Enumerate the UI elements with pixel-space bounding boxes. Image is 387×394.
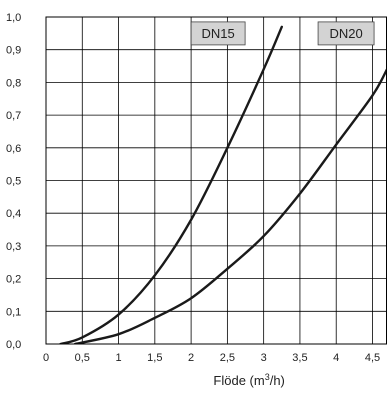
- x-tick-label: 2: [188, 352, 194, 364]
- y-tick-label: 0,1: [6, 306, 21, 318]
- y-tick-label: 1,0: [6, 12, 21, 24]
- x-tick-label: 0,5: [75, 352, 90, 364]
- y-tick-label: 0,6: [6, 143, 21, 155]
- curve-label-text: DN20: [329, 26, 362, 41]
- x-tick-label: 1,5: [147, 352, 162, 364]
- y-tick-label: 0,0: [6, 339, 21, 351]
- y-tick-label: 0,4: [6, 208, 21, 220]
- x-tick-label: 4,5: [365, 352, 380, 364]
- y-tick-label: 0,7: [6, 110, 21, 122]
- x-axis-title-main: Flöde (m: [213, 373, 264, 388]
- x-axis-title: Flöde (m3/h): [213, 372, 284, 388]
- curve-dn15: [61, 27, 282, 344]
- x-tick-label: 4: [333, 352, 339, 364]
- x-tick-label: 0: [43, 352, 49, 364]
- chart-grid: [46, 17, 387, 344]
- curve-label-dn20: DN20: [318, 22, 374, 45]
- x-axis-title-tail: /h): [270, 373, 285, 388]
- x-tick-label: 3,5: [292, 352, 307, 364]
- curve-label-text: DN15: [201, 26, 234, 41]
- x-tick-label: 2,5: [220, 352, 235, 364]
- x-tick-label: 3: [261, 352, 267, 364]
- y-tick-label: 0,2: [6, 274, 21, 286]
- y-tick-label: 0,8: [6, 77, 21, 89]
- y-tick-label: 0,5: [6, 176, 21, 188]
- y-axis-ticks: 0,0 0,1 0,2 0,3 0,4 0,5 0,6 0,7 0,8 0,9 1,0: [6, 12, 21, 351]
- curve-dn20: [75, 69, 387, 344]
- curve-label-dn15: DN15: [191, 22, 245, 45]
- curve-labels: DN15 DN20: [191, 22, 374, 45]
- x-tick-label: 1: [115, 352, 121, 364]
- chart-curves: [61, 27, 387, 344]
- x-axis-ticks: 0 0,5 1 1,5 2 2,5 3 3,5 4 4,5: [43, 352, 380, 364]
- y-tick-label: 0,9: [6, 45, 21, 57]
- y-tick-label: 0,3: [6, 241, 21, 253]
